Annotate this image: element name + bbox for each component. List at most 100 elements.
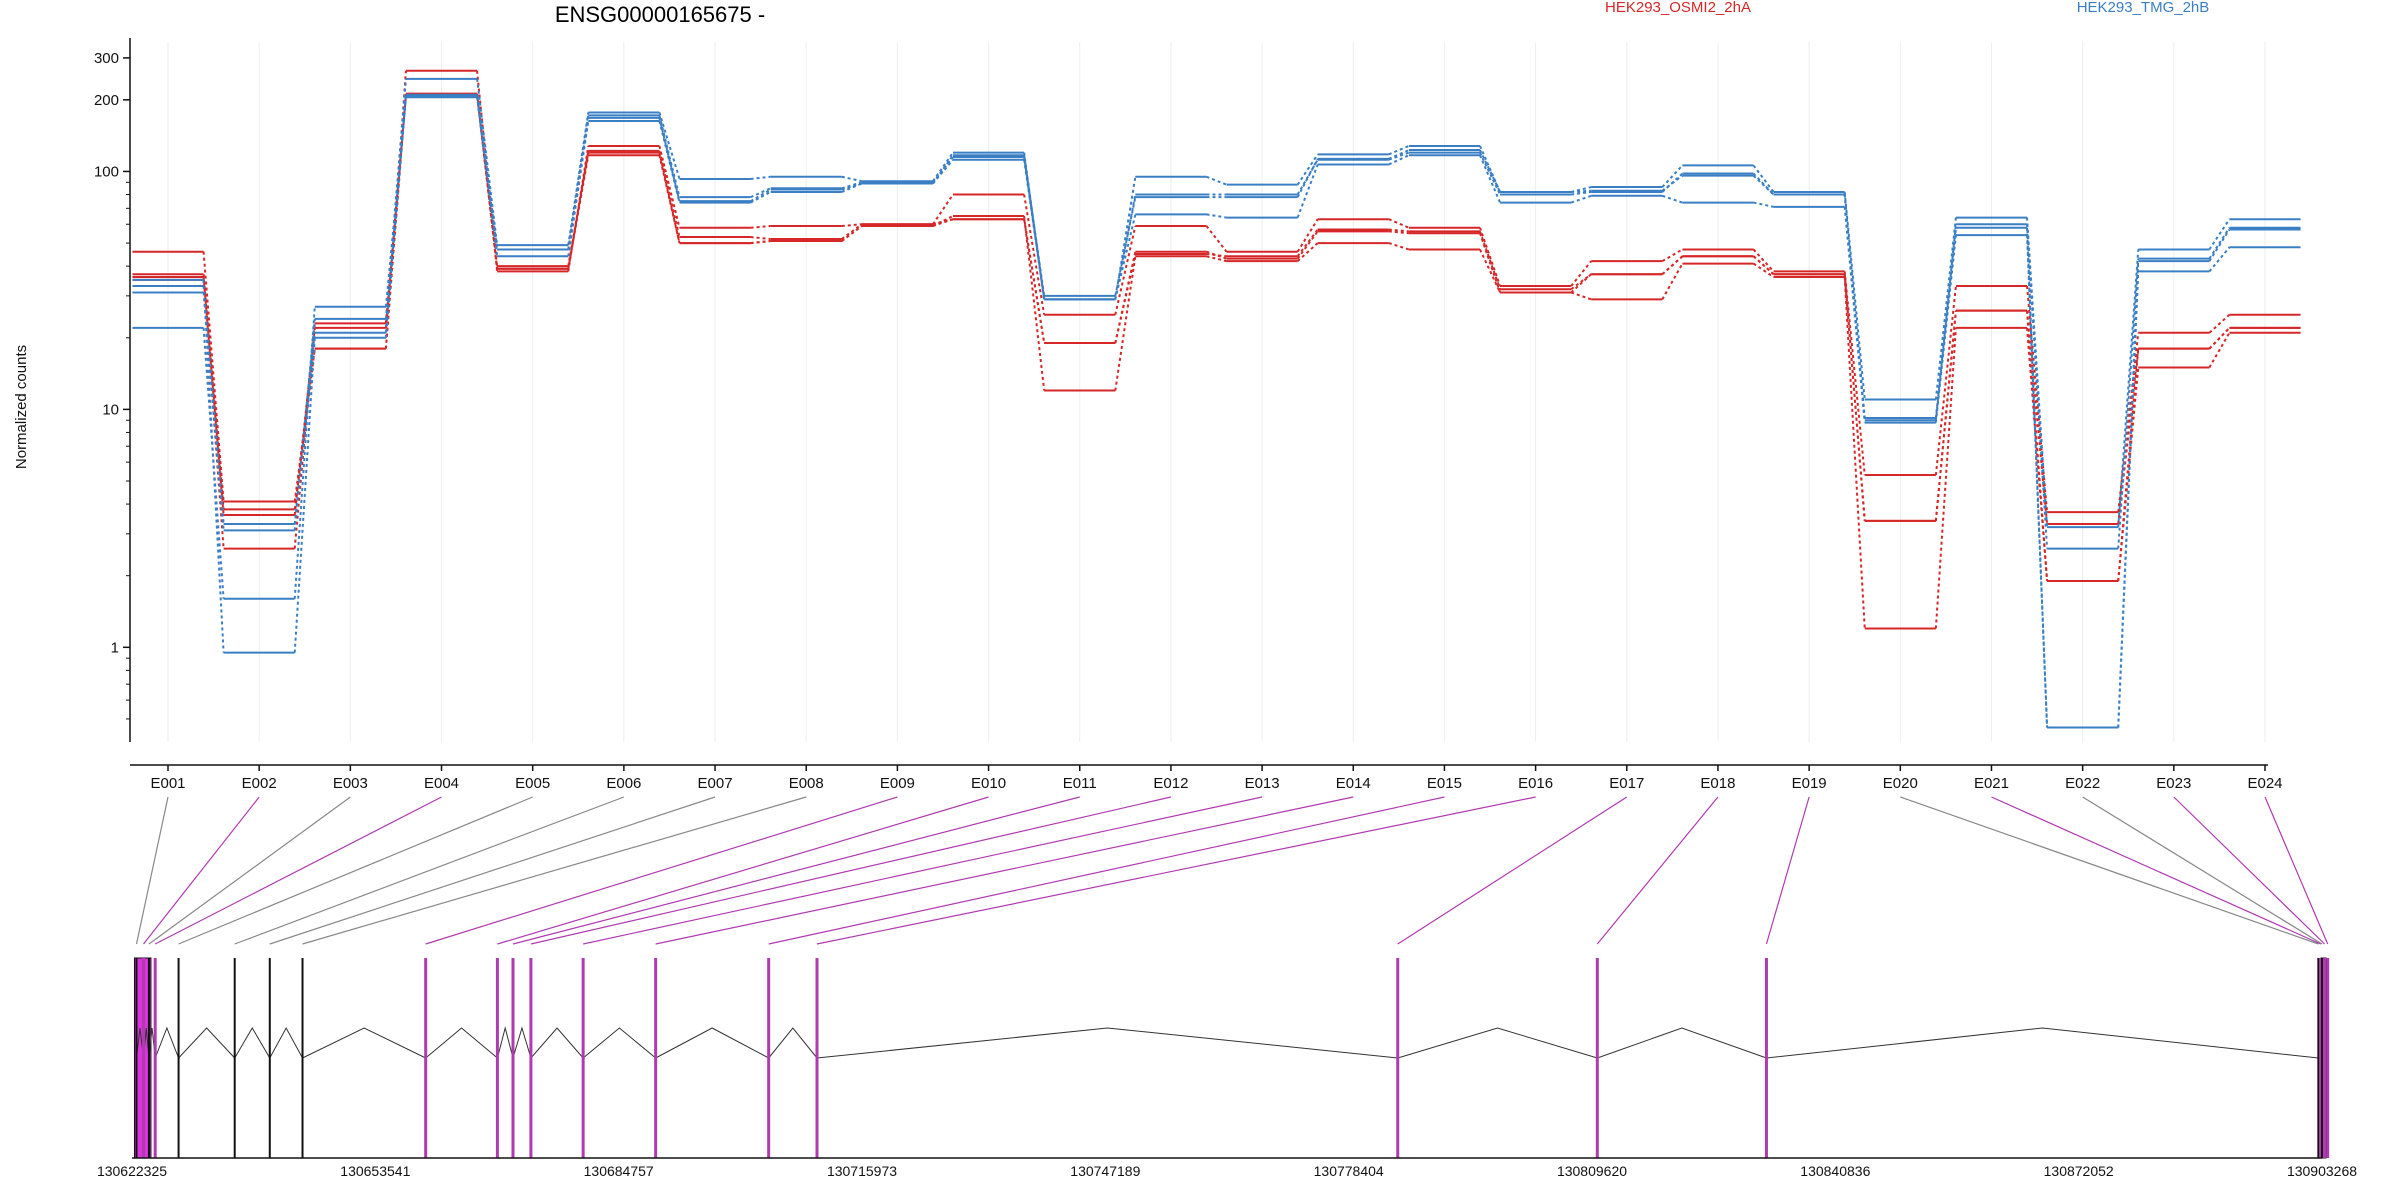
genomic-coord-label: 130840836 xyxy=(1800,1163,1870,1179)
data-connector xyxy=(750,240,771,245)
data-connector xyxy=(658,117,681,202)
connector-e006 xyxy=(234,796,625,945)
intron-line xyxy=(1597,1027,1767,1059)
exon-label-e023: E023 xyxy=(2156,775,2191,792)
data-connector xyxy=(1479,154,1501,203)
data-connector xyxy=(567,155,590,269)
genomic-coord-label: 130872052 xyxy=(2044,1163,2114,1179)
series-7 xyxy=(132,96,2301,729)
data-connector xyxy=(1023,215,1046,391)
data-connector xyxy=(932,159,954,185)
data-connector xyxy=(932,218,954,227)
exon-label-e018: E018 xyxy=(1700,775,1735,792)
data-connector xyxy=(1752,172,1775,196)
exon-label-e012: E012 xyxy=(1153,775,1188,792)
data-connector xyxy=(750,191,772,204)
data-connector xyxy=(1661,248,1683,262)
x-axis: E001 E002 E003 E004 E005 E006 E007 E008 E009 E010… xyxy=(130,764,2283,792)
data-connector xyxy=(1479,152,1501,195)
connector-e016 xyxy=(816,796,1536,945)
data-connector xyxy=(1570,273,1592,294)
data-connector xyxy=(1570,291,1592,301)
data-connector xyxy=(1934,227,1957,419)
data-connector xyxy=(2026,310,2049,582)
series-6 xyxy=(132,94,2301,600)
intron-line xyxy=(655,1027,769,1059)
connector-e021 xyxy=(1991,796,2321,945)
exon-label-e007: E007 xyxy=(698,775,733,792)
data-connector xyxy=(2117,348,2140,582)
legend-osmi2: HEK293_OSMI2_2hA xyxy=(1605,0,1751,16)
series-3 xyxy=(132,92,2301,630)
intron-line xyxy=(269,1026,303,1059)
data-connector xyxy=(1023,219,1046,344)
y-tick-label: 10 xyxy=(102,401,119,418)
exon-label-e008: E008 xyxy=(789,775,824,792)
intron-line xyxy=(234,1027,271,1059)
data-connector xyxy=(1296,158,1319,198)
series-group xyxy=(132,69,2301,729)
intron-line xyxy=(302,1027,426,1059)
genomic-coord-label: 130684757 xyxy=(584,1163,654,1179)
data-connector xyxy=(1752,174,1775,196)
data-connector xyxy=(1752,164,1775,193)
data-connector xyxy=(658,145,681,228)
data-connector xyxy=(750,236,771,241)
data-connector xyxy=(841,223,862,227)
data-connector xyxy=(1570,194,1592,204)
data-connector xyxy=(841,175,863,183)
data-connector xyxy=(1843,271,1866,476)
data-connector xyxy=(1843,274,1866,521)
data-connector xyxy=(841,223,863,240)
series-2 xyxy=(132,92,2301,525)
data-connector xyxy=(2117,261,2140,549)
y-axis: 1 10 100 200 300 xyxy=(94,38,131,742)
exon-label-e019: E019 xyxy=(1792,775,1827,792)
connector-e007 xyxy=(269,796,716,945)
data-connector xyxy=(476,94,499,250)
data-connector xyxy=(1206,175,1227,186)
data-connector xyxy=(1388,149,1410,160)
data-connector xyxy=(750,187,772,199)
exon-label-e001: E001 xyxy=(150,775,185,792)
data-connector xyxy=(2117,249,2140,528)
data-connector xyxy=(932,154,954,185)
intron-line xyxy=(530,1027,584,1059)
genomic-coord-label: 130747189 xyxy=(1070,1163,1140,1179)
data-connector xyxy=(202,285,225,525)
data-connector xyxy=(1296,242,1319,262)
connector-e001 xyxy=(135,796,169,945)
data-connector xyxy=(1479,249,1501,293)
connector-e011 xyxy=(512,796,1080,945)
y-tick-label: 100 xyxy=(94,163,119,180)
exon-label-e024: E024 xyxy=(2247,775,2282,792)
data-connector xyxy=(1570,260,1593,287)
genomic-coord-label: 130903268 xyxy=(2287,1163,2357,1179)
data-connector xyxy=(841,225,863,242)
exon-label-e015: E015 xyxy=(1427,775,1462,792)
data-connector xyxy=(2026,227,2049,728)
data-connector xyxy=(2117,258,2140,728)
data-connector xyxy=(1206,250,1227,260)
data-connector xyxy=(202,279,225,653)
data-connector xyxy=(384,94,407,333)
data-connector xyxy=(1296,153,1319,186)
genomic-coord-label: 130715973 xyxy=(827,1163,897,1179)
exon-label-e011: E011 xyxy=(1063,775,1097,792)
exon-label-e005: E005 xyxy=(515,775,550,792)
data-connector xyxy=(1843,194,1866,419)
data-connector xyxy=(567,112,590,246)
exon-label-e006: E006 xyxy=(606,775,641,792)
data-connector xyxy=(750,224,771,229)
data-connector xyxy=(384,95,407,307)
intron-line xyxy=(768,1027,818,1059)
grid-lines xyxy=(167,42,2266,742)
connector-e015 xyxy=(768,796,1445,945)
data-connector xyxy=(1388,242,1410,251)
data-connector xyxy=(2208,332,2231,368)
exon-label-e022: E022 xyxy=(2065,775,2100,792)
data-connector xyxy=(293,337,316,653)
connector-e020 xyxy=(1900,796,2319,945)
intron-line xyxy=(1397,1027,1598,1059)
